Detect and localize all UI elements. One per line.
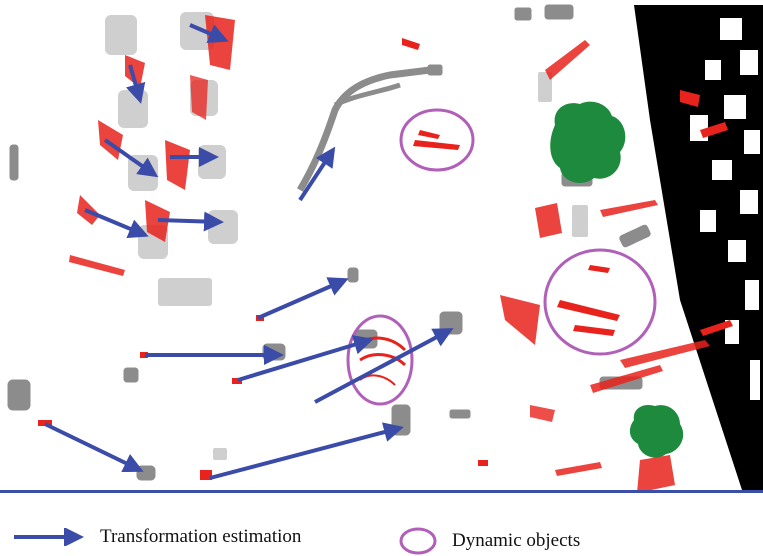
legend-label-transformation: Transformation estimation: [100, 526, 302, 547]
trees: [550, 101, 684, 458]
circle-icon: [543, 248, 657, 356]
building-structure: [634, 5, 763, 490]
circle-icon: [399, 108, 475, 172]
arrow-icon: [157, 211, 224, 232]
transformation-arrows: [44, 23, 454, 480]
road-objects: [7, 4, 651, 481]
arrow-icon: [125, 64, 146, 104]
point-cloud-scene: [7, 4, 763, 490]
legend-item-transformation: Transformation estimation: [12, 526, 301, 548]
circle-icon: [399, 527, 437, 555]
arrow-icon: [298, 146, 336, 202]
dynamic-object-circles: [346, 108, 657, 406]
legend: Transformation estimation Dynamic object…: [0, 490, 763, 556]
arrow-icon: [237, 335, 374, 382]
legend-label-dynamic: Dynamic objects: [452, 530, 581, 551]
arrow-icon: [209, 422, 404, 480]
arrow-icon: [103, 138, 159, 178]
arrow-icon: [44, 422, 144, 473]
arrow-icon: [84, 208, 149, 239]
arrow-icon: [189, 23, 229, 43]
legend-item-dynamic: Dynamic objects: [398, 526, 580, 556]
circle-icon: [346, 314, 414, 406]
arrow-icon: [257, 277, 349, 320]
static-objects: [105, 12, 588, 460]
arrow-icon: [14, 528, 84, 546]
arrow-icon: [314, 328, 454, 404]
legend-divider: [0, 490, 763, 493]
dynamic-points: [38, 15, 733, 490]
